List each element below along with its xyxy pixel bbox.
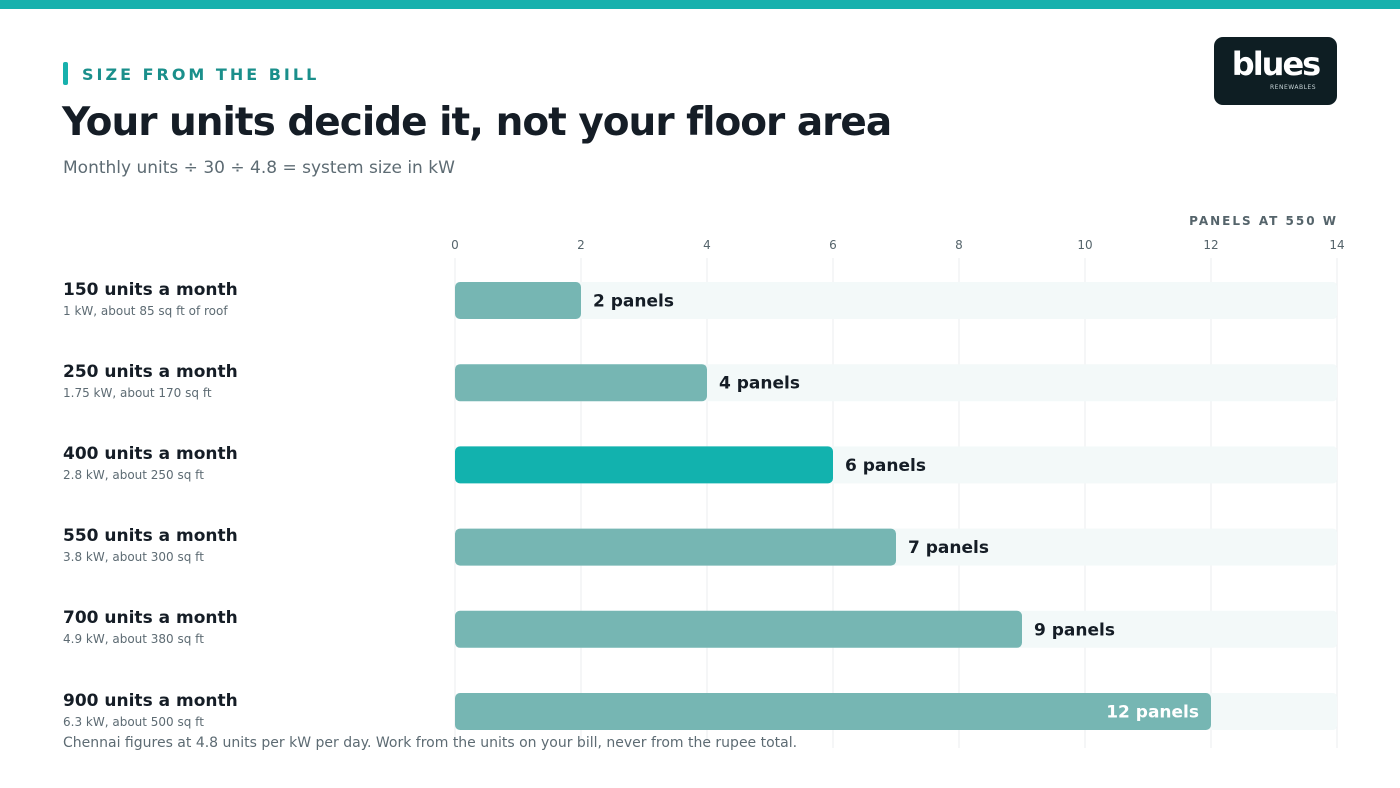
page-title: Your units decide it, not your floor are… — [62, 100, 892, 145]
x-tick-label: 2 — [577, 238, 585, 252]
eyebrow-label: SIZE FROM THE BILL — [82, 65, 320, 84]
blues-logo: blues RENEWABLES — [1214, 37, 1337, 105]
bar-value-label: 7 panels — [908, 538, 989, 558]
eyebrow-marker — [63, 62, 68, 85]
bar-value-label: 9 panels — [1034, 620, 1115, 640]
category-name: 900 units a month — [63, 690, 238, 711]
x-tick-label: 0 — [451, 238, 459, 252]
bar — [455, 528, 896, 566]
category-label: 250 units a month 1.75 kW, about 170 sq f… — [63, 362, 238, 400]
bar — [455, 610, 1022, 648]
bar — [455, 364, 707, 402]
top-accent-bar — [0, 0, 1400, 9]
bar-value-label: 4 panels — [719, 374, 800, 394]
x-tick-label: 10 — [1077, 238, 1092, 252]
bar — [455, 282, 581, 319]
category-name: 700 units a month — [63, 608, 238, 629]
category-label: 700 units a month 4.9 kW, about 380 sq ft — [63, 608, 238, 646]
x-axis-title: PANELS AT 550 W — [1189, 214, 1338, 228]
category-subtitle: 6.3 kW, about 500 sq ft — [63, 714, 204, 729]
category-name: 550 units a month — [63, 526, 238, 547]
category-label: 150 units a month 1 kW, about 85 sq ft of… — [63, 280, 238, 318]
category-label: 550 units a month 3.8 kW, about 300 sq ft — [63, 526, 238, 564]
category-name: 400 units a month — [63, 443, 238, 464]
category-subtitle: 1.75 kW, about 170 sq ft — [63, 385, 212, 400]
logo-wordmark: blues — [1231, 45, 1321, 83]
bar — [455, 693, 1211, 730]
category-name: 150 units a month — [63, 279, 238, 300]
category-subtitle: 4.9 kW, about 380 sq ft — [63, 632, 204, 647]
x-tick-label: 8 — [955, 238, 963, 252]
category-label: 900 units a month 6.3 kW, about 500 sq ft — [63, 691, 238, 729]
page-subtitle: Monthly units ÷ 30 ÷ 4.8 = system size i… — [63, 158, 455, 178]
bar-value-label: 2 panels — [593, 292, 674, 312]
bar — [455, 446, 833, 484]
category-subtitle: 2.8 kW, about 250 sq ft — [63, 467, 204, 482]
x-tick-label: 14 — [1329, 238, 1344, 252]
footnote: Chennai figures at 4.8 units per kW per … — [63, 735, 798, 751]
category-label: 400 units a month 2.8 kW, about 250 sq ft — [63, 444, 238, 482]
x-tick-label: 12 — [1203, 238, 1218, 252]
x-tick-label: 6 — [829, 238, 837, 252]
category-subtitle: 1 kW, about 85 sq ft of roof — [63, 303, 228, 318]
bar-value-label: 12 panels — [1106, 703, 1199, 723]
category-name: 250 units a month — [63, 361, 238, 382]
logo-tagline: RENEWABLES — [1270, 84, 1317, 91]
bar-track — [455, 282, 1337, 319]
x-tick-label: 4 — [703, 238, 711, 252]
category-subtitle: 3.8 kW, about 300 sq ft — [63, 550, 204, 565]
bar-value-label: 6 panels — [845, 456, 926, 476]
